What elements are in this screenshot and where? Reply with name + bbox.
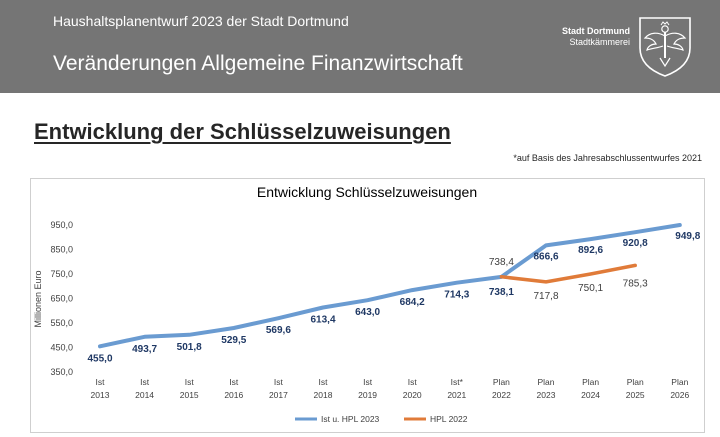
header-title: Veränderungen Allgemeine Finanzwirtschaf… [53,52,463,75]
x-tick-label: Plan [493,377,510,387]
x-tick-label: Plan [671,377,688,387]
org-block: Stadt Dortmund Stadtkämmerei [562,26,630,48]
x-tick-label: 2019 [358,390,377,400]
page-title: Entwicklung der Schlüsselzuweisungen [34,119,451,144]
data-label: 529,5 [221,335,246,346]
x-tick-label: 2014 [135,390,154,400]
legend-label: Ist u. HPL 2023 [321,414,380,424]
y-tick-label: 650,0 [50,294,73,304]
x-tick-label: Ist [96,377,106,387]
x-tick-label: Ist [319,377,329,387]
x-tick-label: 2018 [314,390,333,400]
y-tick-label: 750,0 [50,269,73,279]
data-label: 501,8 [177,342,202,353]
footnote: *auf Basis des Jahresabschlussentwurfes … [513,153,702,163]
org-department: Stadtkämmerei [569,37,630,47]
x-tick-label: Plan [627,377,644,387]
x-tick-label: 2013 [91,390,110,400]
org-name: Stadt Dortmund [562,26,630,36]
header-banner: Haushaltsplanentwurf 2023 der Stadt Dort… [0,0,720,93]
x-tick-label: 2015 [180,390,199,400]
data-label: 750,1 [578,283,603,294]
data-label: 684,2 [400,297,425,308]
series-line-hpl2022 [499,263,637,284]
data-label: 920,8 [623,238,648,249]
data-label: 785,3 [623,278,648,289]
y-tick-label: 350,0 [50,367,73,377]
x-tick-label: Plan [582,377,599,387]
data-label: 717,8 [533,291,558,302]
x-tick-label: 2020 [403,390,422,400]
data-label: 455,0 [87,353,112,364]
x-tick-label: 2026 [670,390,689,400]
y-tick-label: 450,0 [50,343,73,353]
data-label: 714,3 [444,290,469,301]
data-label: 493,7 [132,344,157,355]
x-tick-label: Ist [140,377,150,387]
y-tick-label: 550,0 [50,318,73,328]
y-axis-label: Millionen Euro [33,270,43,327]
dortmund-eagle-crest-icon [639,17,691,77]
data-label: 613,4 [310,314,335,325]
x-tick-label: 2025 [626,390,645,400]
x-tick-label: Ist* [451,377,464,387]
x-tick-label: Ist [229,377,239,387]
x-tick-label: Ist [363,377,373,387]
data-label: 892,6 [578,245,603,256]
x-tick-label: 2024 [581,390,600,400]
data-label: 643,0 [355,307,380,318]
data-label: 738,4 [489,257,514,268]
series-line-ist-hpl2023 [98,223,682,349]
x-tick-label: 2016 [224,390,243,400]
header-subtitle: Haushaltsplanentwurf 2023 der Stadt Dort… [53,13,349,29]
y-tick-label: 850,0 [50,245,73,255]
x-tick-label: 2022 [492,390,511,400]
x-tick-label: 2017 [269,390,288,400]
data-label: 866,6 [533,251,558,262]
chart-container: Entwicklung Schlüsselzuweisungen Millione… [30,178,705,433]
x-tick-label: Ist [408,377,418,387]
y-tick-label: 950,0 [50,220,73,230]
x-tick-label: 2023 [537,390,556,400]
legend-label: HPL 2022 [430,414,468,424]
data-label: 949,8 [675,231,700,242]
data-label: 738,1 [489,287,514,298]
x-tick-label: Ist [185,377,195,387]
data-label: 569,6 [266,325,291,336]
x-tick-label: 2021 [447,390,466,400]
x-tick-label: Plan [537,377,554,387]
x-tick-label: Ist [274,377,284,387]
chart-title: Entwicklung Schlüsselzuweisungen [257,184,477,200]
chart-svg: Entwicklung Schlüsselzuweisungen Millione… [33,184,701,424]
